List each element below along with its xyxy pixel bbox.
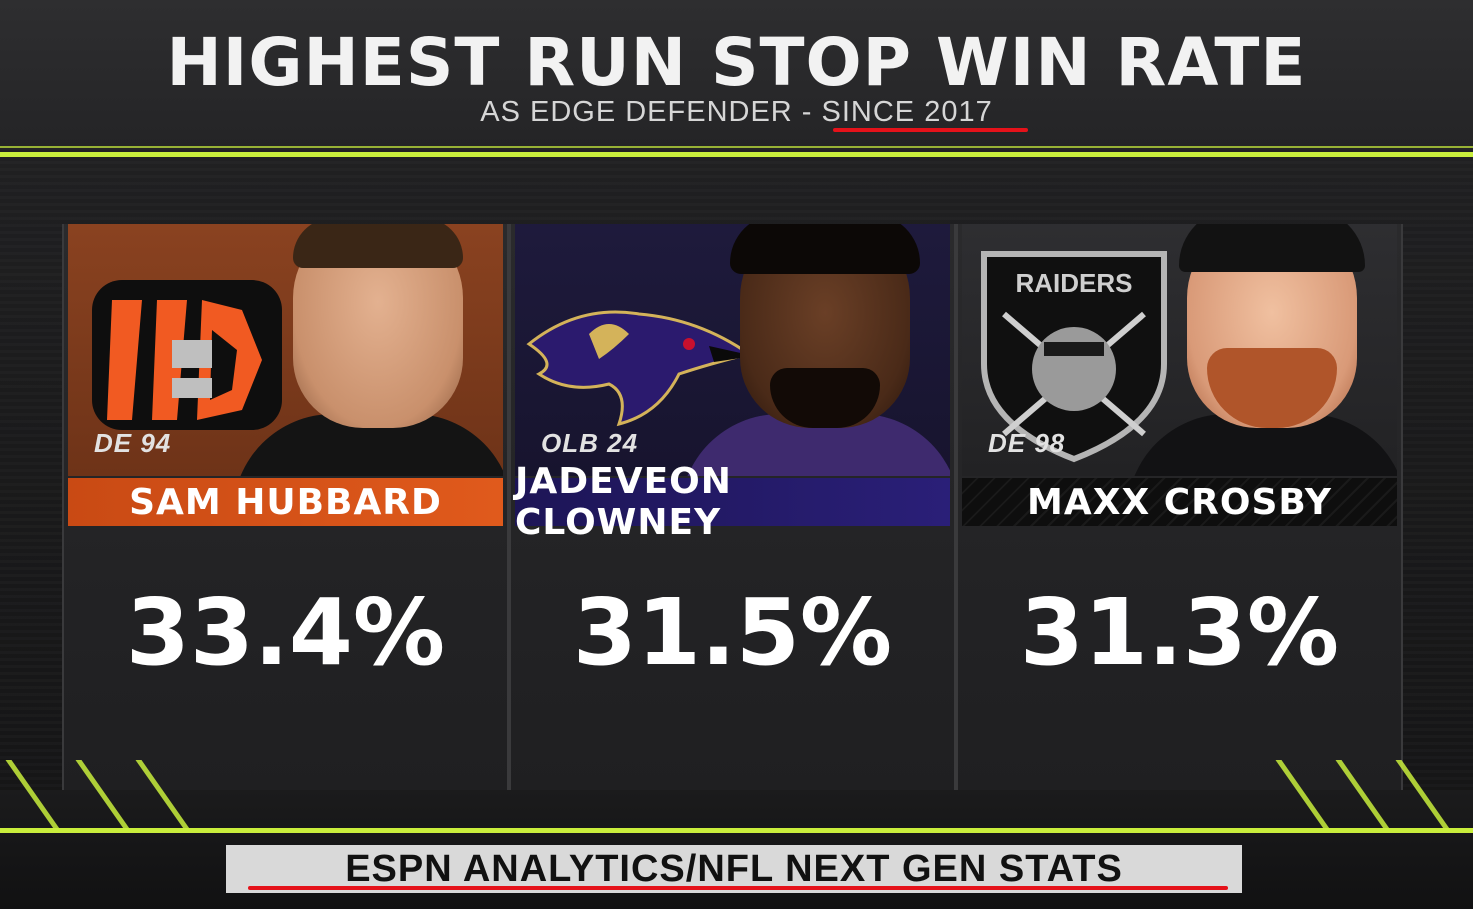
player-photo: OLB 24 (515, 224, 950, 476)
player-face (293, 224, 463, 428)
source-credit: ESPN ANALYTICS/NFL NEXT GEN STATS (226, 845, 1242, 893)
player-stat: 33.4% (125, 579, 446, 686)
bengals-logo (92, 280, 282, 430)
player-card: RAIDERS DE 98 MAXX CROSBY 31.3% (956, 224, 1403, 790)
source-underline (248, 886, 1228, 890)
player-name: JADEVEON CLOWNEY (515, 461, 950, 543)
graphic-subtitle: AS EDGE DEFENDER - SINCE 2017 (480, 96, 993, 128)
graphic-title: HIGHEST RUN STOP WIN RATE (166, 24, 1307, 101)
player-stat: 31.5% (572, 579, 893, 686)
player-name: MAXX CROSBY (962, 478, 1397, 526)
header-divider-thin (0, 146, 1473, 148)
player-stat: 31.3% (1019, 579, 1340, 686)
subtitle-underline (833, 128, 1028, 132)
player-card: DE 94 SAM HUBBARD 33.4% (62, 224, 509, 790)
raiders-logo: RAIDERS (981, 251, 1167, 463)
player-photo: DE 94 (68, 224, 503, 476)
svg-text:RAIDERS: RAIDERS (1015, 268, 1132, 298)
player-name: SAM HUBBARD (68, 478, 503, 526)
ravens-logo (526, 310, 754, 427)
player-photo: RAIDERS DE 98 (962, 224, 1397, 476)
player-position: DE 94 (94, 428, 172, 458)
footer-divider (0, 828, 1473, 833)
header: HIGHEST RUN STOP WIN RATE AS EDGE DEFEND… (0, 0, 1473, 150)
header-divider (0, 152, 1473, 157)
player-card: OLB 24 JADEVEON CLOWNEY 31.5% (509, 224, 956, 790)
player-face (1179, 224, 1365, 428)
player-position: OLB 24 (541, 428, 639, 458)
player-face (730, 224, 920, 428)
player-position: DE 98 (988, 428, 1066, 458)
player-panels: DE 94 SAM HUBBARD 33.4% OLB 24 JADEVEON … (62, 224, 1407, 794)
